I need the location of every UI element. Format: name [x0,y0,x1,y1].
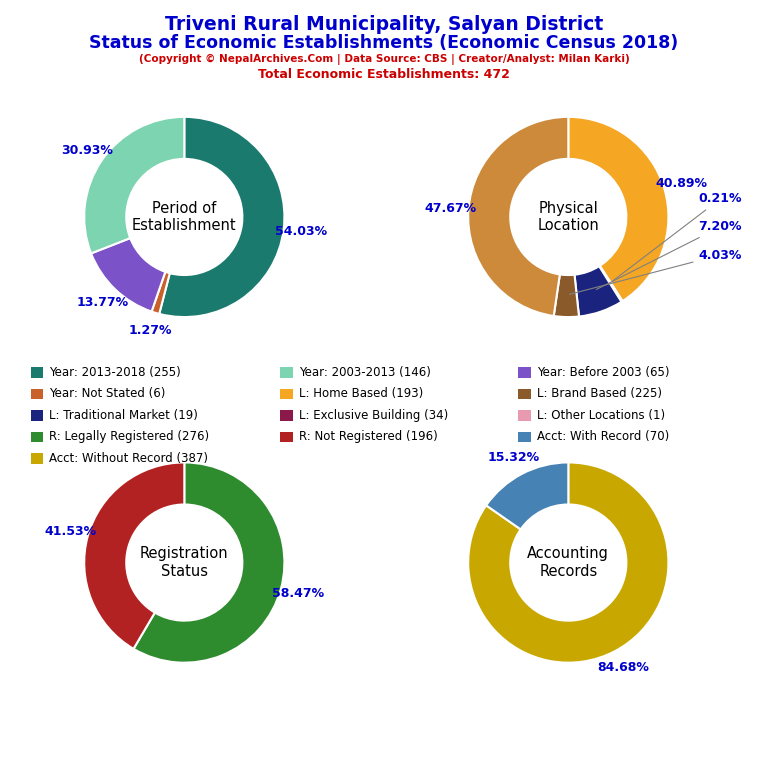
Text: Status of Economic Establishments (Economic Census 2018): Status of Economic Establishments (Econo… [89,34,679,51]
Text: Year: Not Stated (6): Year: Not Stated (6) [49,388,166,400]
Text: R: Legally Registered (276): R: Legally Registered (276) [49,431,209,443]
Text: Accounting
Records: Accounting Records [528,546,609,579]
Text: 15.32%: 15.32% [488,452,540,465]
Text: Period of
Establishment: Period of Establishment [132,200,237,233]
Text: 58.47%: 58.47% [272,587,324,600]
Text: L: Home Based (193): L: Home Based (193) [299,388,423,400]
Text: 30.93%: 30.93% [61,144,113,157]
Text: 41.53%: 41.53% [45,525,97,538]
Text: Year: 2013-2018 (255): Year: 2013-2018 (255) [49,366,181,379]
Text: 47.67%: 47.67% [425,202,477,215]
Wedge shape [599,266,623,302]
Text: 40.89%: 40.89% [656,177,707,190]
Text: Acct: Without Record (387): Acct: Without Record (387) [49,452,208,465]
Wedge shape [159,117,284,317]
Wedge shape [468,462,668,663]
Wedge shape [486,462,568,529]
Text: L: Other Locations (1): L: Other Locations (1) [537,409,665,422]
Wedge shape [468,117,568,316]
Text: 84.68%: 84.68% [597,660,649,674]
Text: Year: 2003-2013 (146): Year: 2003-2013 (146) [299,366,431,379]
Text: L: Exclusive Building (34): L: Exclusive Building (34) [299,409,448,422]
Wedge shape [84,462,184,649]
Text: L: Brand Based (225): L: Brand Based (225) [537,388,662,400]
Text: Physical
Location: Physical Location [538,200,599,233]
Text: Registration
Status: Registration Status [140,546,229,579]
Text: Acct: With Record (70): Acct: With Record (70) [537,431,669,443]
Text: 13.77%: 13.77% [76,296,128,309]
Wedge shape [151,272,170,314]
Wedge shape [568,117,668,301]
Text: 0.21%: 0.21% [612,193,742,281]
Wedge shape [134,462,284,663]
Wedge shape [91,238,165,312]
Text: 54.03%: 54.03% [276,225,328,238]
Text: 4.03%: 4.03% [569,249,742,294]
Wedge shape [574,266,621,316]
Wedge shape [554,274,579,317]
Wedge shape [84,117,184,253]
Text: 7.20%: 7.20% [596,220,742,290]
Text: 1.27%: 1.27% [128,323,172,336]
Text: Year: Before 2003 (65): Year: Before 2003 (65) [537,366,670,379]
Text: Triveni Rural Municipality, Salyan District: Triveni Rural Municipality, Salyan Distr… [165,15,603,35]
Text: (Copyright © NepalArchives.Com | Data Source: CBS | Creator/Analyst: Milan Karki: (Copyright © NepalArchives.Com | Data So… [139,54,629,65]
Text: L: Traditional Market (19): L: Traditional Market (19) [49,409,198,422]
Text: Total Economic Establishments: 472: Total Economic Establishments: 472 [258,68,510,81]
Text: R: Not Registered (196): R: Not Registered (196) [299,431,438,443]
